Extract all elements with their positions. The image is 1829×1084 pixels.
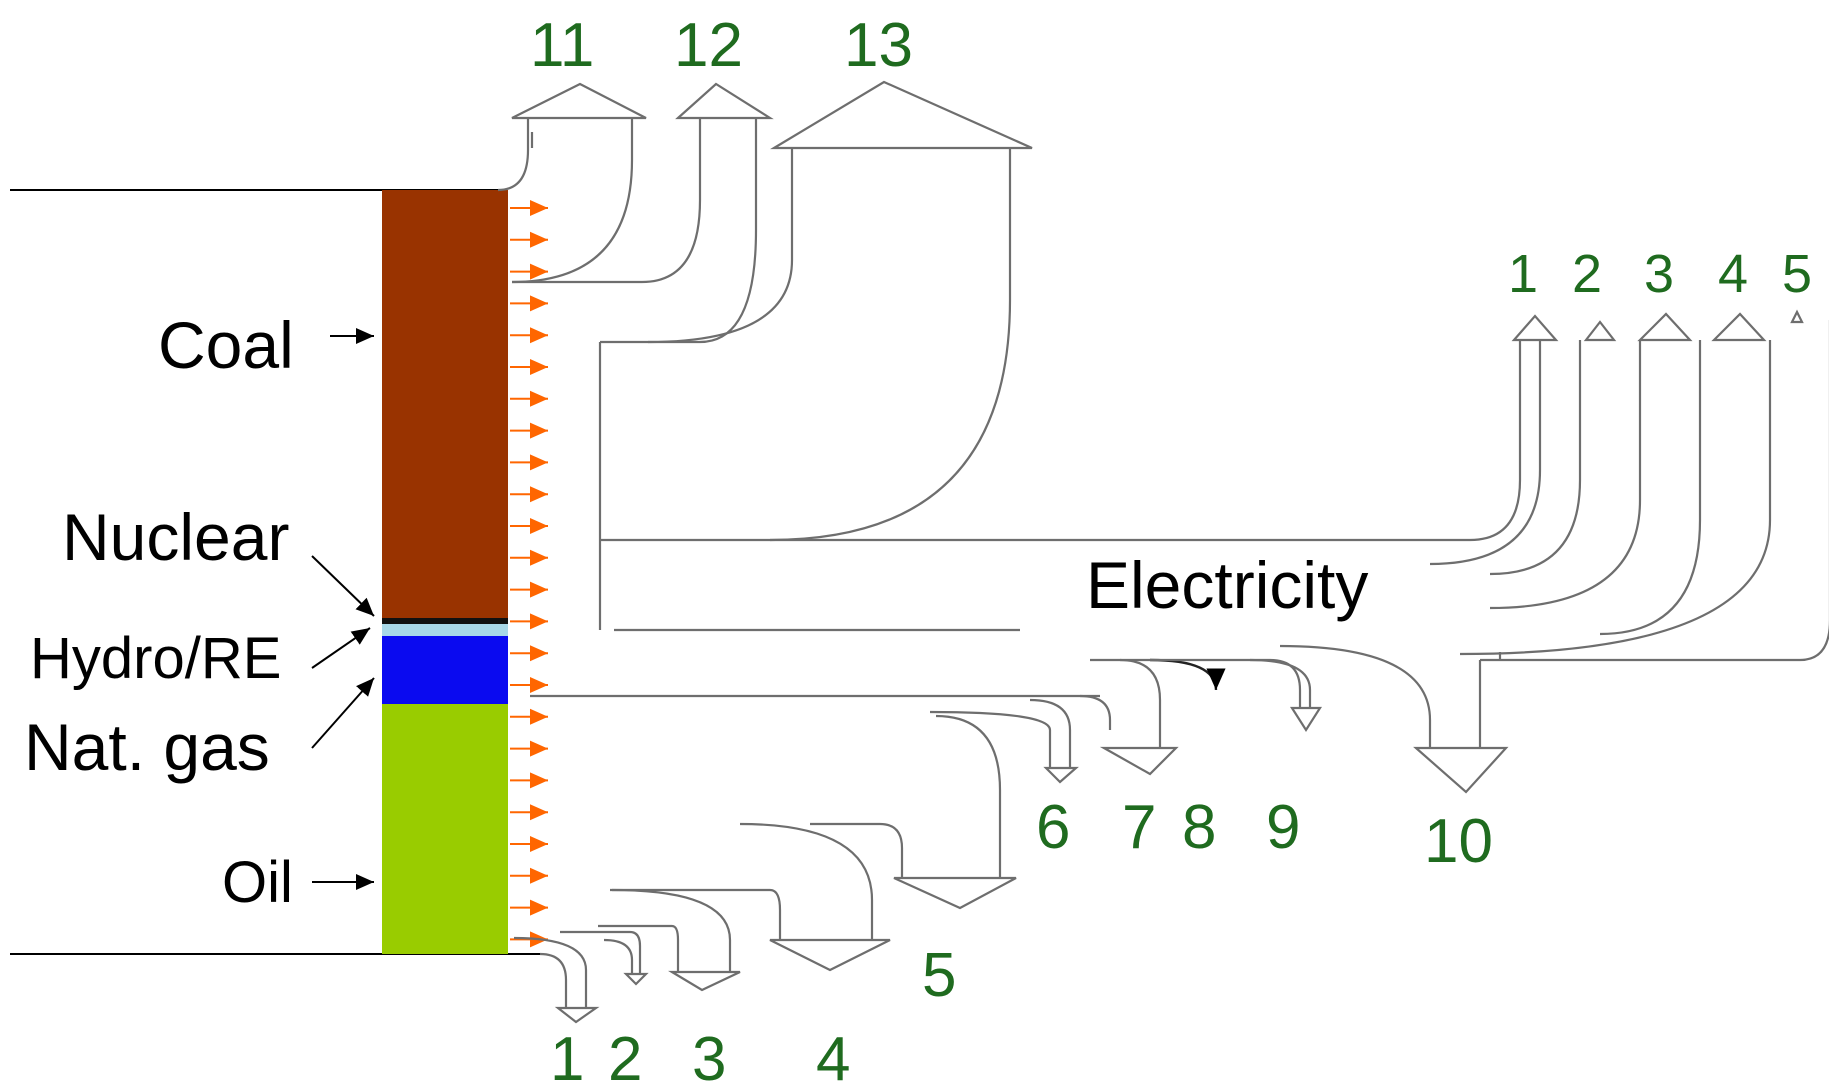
oil-flow-1 bbox=[513, 936, 600, 1024]
oil-flow-2 bbox=[560, 930, 649, 986]
elec-arrow-3 bbox=[1637, 312, 1693, 342]
middle-number-8: 8 bbox=[1182, 793, 1216, 862]
oil-flow-5-arrowhead bbox=[893, 876, 1017, 910]
middle-number-9: 9 bbox=[1266, 793, 1300, 862]
elec-arrow-4 bbox=[1711, 312, 1767, 342]
hydro-re-bar bbox=[382, 624, 508, 636]
oil-flow-4-arrowhead bbox=[769, 938, 891, 972]
bottom-number-2: 2 bbox=[608, 1025, 642, 1084]
right-number-5: 5 bbox=[1782, 244, 1812, 304]
electricity-label: Electricity bbox=[1086, 548, 1368, 622]
flow-13-arrowhead bbox=[770, 80, 1033, 150]
oil-flow-4 bbox=[610, 822, 891, 972]
nuclear-label: Nuclear bbox=[62, 500, 289, 574]
electricity-flow bbox=[530, 320, 1829, 698]
flow-9 bbox=[1090, 658, 1323, 733]
flow-7 bbox=[1079, 658, 1179, 776]
bottom-number-1: 1 bbox=[550, 1025, 584, 1084]
bottom-number-3: 3 bbox=[692, 1025, 726, 1084]
oil-flow-2-arrowhead bbox=[623, 972, 649, 986]
oil-flow-3 bbox=[598, 888, 741, 992]
nuclear-pointer-arrow bbox=[311, 555, 375, 617]
flow-9-arrowhead bbox=[1289, 706, 1323, 733]
input-arrows bbox=[510, 200, 548, 948]
coal-label: Coal bbox=[158, 308, 294, 382]
middle-number-7: 7 bbox=[1122, 793, 1156, 862]
flow-12 bbox=[512, 82, 774, 344]
flow-10-arrowhead bbox=[1413, 746, 1509, 794]
flow-6-arrowhead bbox=[1043, 766, 1079, 784]
nat-gas-bar bbox=[382, 636, 508, 704]
oil-label: Oil bbox=[222, 850, 293, 915]
nuclear-bar bbox=[382, 618, 508, 624]
coal-bar bbox=[382, 190, 508, 618]
right-number-2: 2 bbox=[1572, 244, 1602, 304]
nat-gas-label: Nat. gas bbox=[24, 710, 270, 784]
flow-8 bbox=[1149, 658, 1226, 691]
flow-7-arrowhead bbox=[1099, 746, 1179, 776]
flow-10 bbox=[1279, 644, 1509, 794]
top-number-12: 12 bbox=[674, 11, 743, 80]
top-number-11: 11 bbox=[530, 11, 594, 80]
flow-6 bbox=[929, 698, 1079, 784]
middle-number-10: 10 bbox=[1424, 807, 1493, 876]
electricity-end-use-arrows bbox=[1511, 309, 1804, 342]
oil-flow-3-arrowhead bbox=[668, 970, 741, 992]
bottom-number-5: 5 bbox=[922, 941, 956, 1010]
oil-flow-1-arrowhead bbox=[554, 1006, 600, 1024]
flow-12-arrowhead bbox=[675, 82, 774, 120]
oil-bar bbox=[382, 704, 508, 954]
flow-11 bbox=[497, 82, 647, 284]
top-number-13: 13 bbox=[844, 11, 913, 80]
nat-gas-pointer-arrow bbox=[311, 677, 375, 749]
oil-flow-5 bbox=[810, 714, 1017, 910]
right-number-1: 1 bbox=[1508, 244, 1538, 304]
hydro-re-label: Hydro/RE bbox=[30, 626, 281, 691]
flow-11-arrowhead bbox=[511, 82, 647, 120]
right-number-4: 4 bbox=[1718, 244, 1748, 304]
right-number-3: 3 bbox=[1644, 244, 1674, 304]
middle-number-6: 6 bbox=[1036, 793, 1070, 862]
elec-arrow-5 bbox=[1790, 309, 1804, 324]
hydro-re-pointer-arrow bbox=[311, 627, 371, 669]
elec-arrow-2 bbox=[1583, 320, 1617, 342]
flow-13 bbox=[598, 80, 1033, 630]
bottom-number-4: 4 bbox=[816, 1025, 850, 1084]
elec-arrow-1 bbox=[1511, 314, 1559, 342]
